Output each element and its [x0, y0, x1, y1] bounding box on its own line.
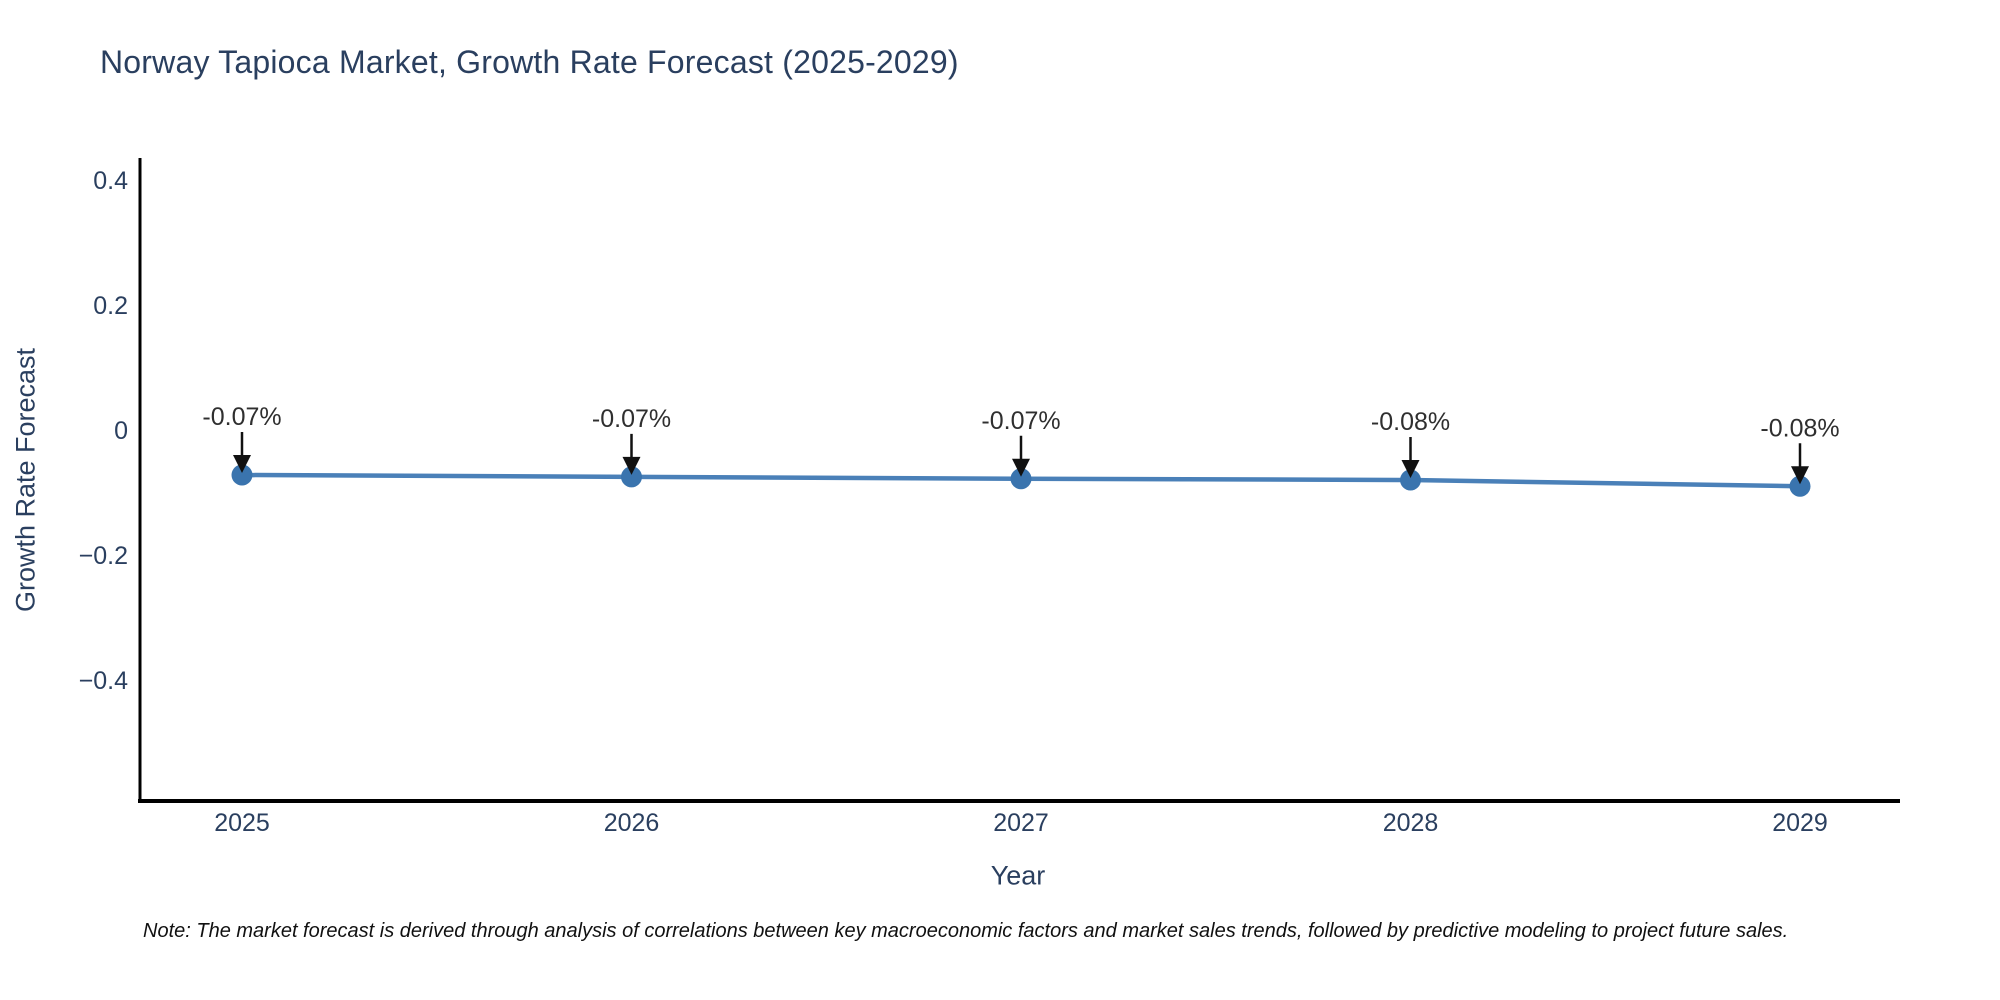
annotation-arrowhead — [1401, 460, 1420, 478]
footnote: Note: The market forecast is derived thr… — [143, 920, 1789, 942]
annotation-label: -0.08% — [1760, 414, 1839, 442]
data-point-marker — [1789, 475, 1811, 497]
y-tick-label: 0 — [114, 417, 128, 445]
annotation-arrowhead — [622, 456, 641, 475]
y-tick-label: 0.4 — [93, 167, 128, 195]
y-axis-title: Growth Rate Forecast — [10, 347, 41, 613]
annotation-arrowhead — [1791, 466, 1809, 485]
y-tick-label: −0.2 — [79, 542, 128, 570]
x-tick-label: 2025 — [214, 809, 270, 837]
y-tick-label: −0.4 — [79, 667, 128, 695]
x-tick-label: 2027 — [993, 809, 1049, 837]
y-tick-label: 0.2 — [93, 292, 128, 320]
data-point-marker — [1010, 468, 1032, 490]
annotation-label: -0.08% — [1371, 408, 1450, 436]
data-point-marker — [1400, 469, 1421, 491]
x-tick-label: 2029 — [1772, 809, 1828, 837]
annotation-arrowhead — [1012, 458, 1030, 477]
annotation-label: -0.07% — [981, 407, 1060, 435]
x-axis-title: Year — [990, 860, 1046, 891]
data-point-marker — [621, 466, 642, 488]
annotation-label: -0.07% — [592, 405, 671, 433]
annotation-label: -0.07% — [202, 403, 281, 431]
x-tick-label: 2028 — [1383, 809, 1439, 837]
annotation-arrowhead — [233, 455, 251, 473]
x-tick-label: 2026 — [604, 809, 660, 837]
data-point-marker — [231, 464, 253, 486]
chart-title: Norway Tapioca Market, Growth Rate Forec… — [100, 44, 959, 80]
